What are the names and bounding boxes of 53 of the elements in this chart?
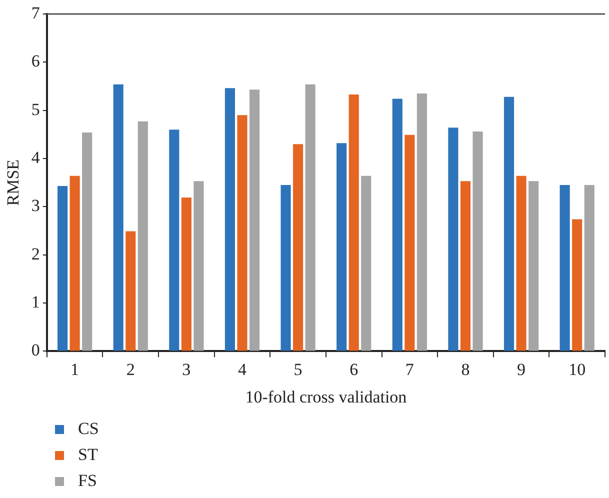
bar bbox=[584, 185, 594, 351]
bar bbox=[404, 134, 415, 351]
bar bbox=[305, 84, 316, 351]
x-tick-label: 6 bbox=[350, 360, 358, 379]
legend-label: CS bbox=[78, 419, 99, 439]
bar bbox=[516, 176, 526, 351]
y-tick-label: 5 bbox=[31, 100, 40, 119]
bar bbox=[416, 93, 427, 351]
bar bbox=[293, 144, 304, 351]
bar bbox=[460, 181, 471, 351]
bar bbox=[181, 198, 192, 351]
bar bbox=[392, 98, 402, 351]
x-tick-label: 2 bbox=[126, 360, 135, 379]
y-tick-label: 7 bbox=[31, 3, 40, 22]
y-tick-label: 3 bbox=[31, 196, 40, 216]
y-tick-label: 6 bbox=[31, 52, 40, 71]
bar bbox=[348, 94, 359, 351]
legend-label: FS bbox=[78, 471, 97, 491]
x-tick-label: 4 bbox=[238, 360, 247, 379]
bar bbox=[560, 185, 570, 351]
bar bbox=[57, 186, 68, 351]
bar bbox=[194, 181, 204, 351]
y-tick-label: 4 bbox=[31, 148, 40, 167]
y-tick-label: 0 bbox=[31, 340, 40, 360]
bar bbox=[361, 176, 372, 351]
x-tick-label: 5 bbox=[294, 360, 302, 379]
bar bbox=[138, 121, 148, 351]
legend-label: ST bbox=[78, 445, 98, 465]
bar bbox=[280, 185, 291, 351]
x-tick-label: 8 bbox=[461, 360, 470, 379]
y-tick-label: 2 bbox=[31, 244, 40, 264]
bar bbox=[82, 132, 92, 351]
bar bbox=[237, 115, 248, 351]
bar bbox=[249, 90, 260, 351]
bar bbox=[224, 88, 235, 351]
bar bbox=[572, 219, 582, 351]
y-tick-label: 1 bbox=[31, 292, 40, 312]
bar bbox=[528, 181, 539, 351]
bar bbox=[126, 231, 136, 351]
x-tick-label: 10 bbox=[568, 360, 586, 379]
bar bbox=[70, 176, 80, 351]
bar bbox=[113, 84, 124, 351]
x-tick-label: 1 bbox=[70, 360, 80, 379]
bar bbox=[504, 96, 514, 351]
y-axis-title: RMSE bbox=[4, 159, 23, 206]
bar bbox=[472, 132, 483, 351]
x-tick-label: 9 bbox=[517, 360, 526, 379]
bar bbox=[169, 130, 180, 351]
x-tick-label: 7 bbox=[405, 360, 414, 379]
bar bbox=[336, 143, 347, 351]
x-tick-label: 3 bbox=[182, 360, 191, 379]
bar bbox=[448, 128, 458, 351]
x-axis-title: 10-fold cross validation bbox=[245, 387, 408, 406]
